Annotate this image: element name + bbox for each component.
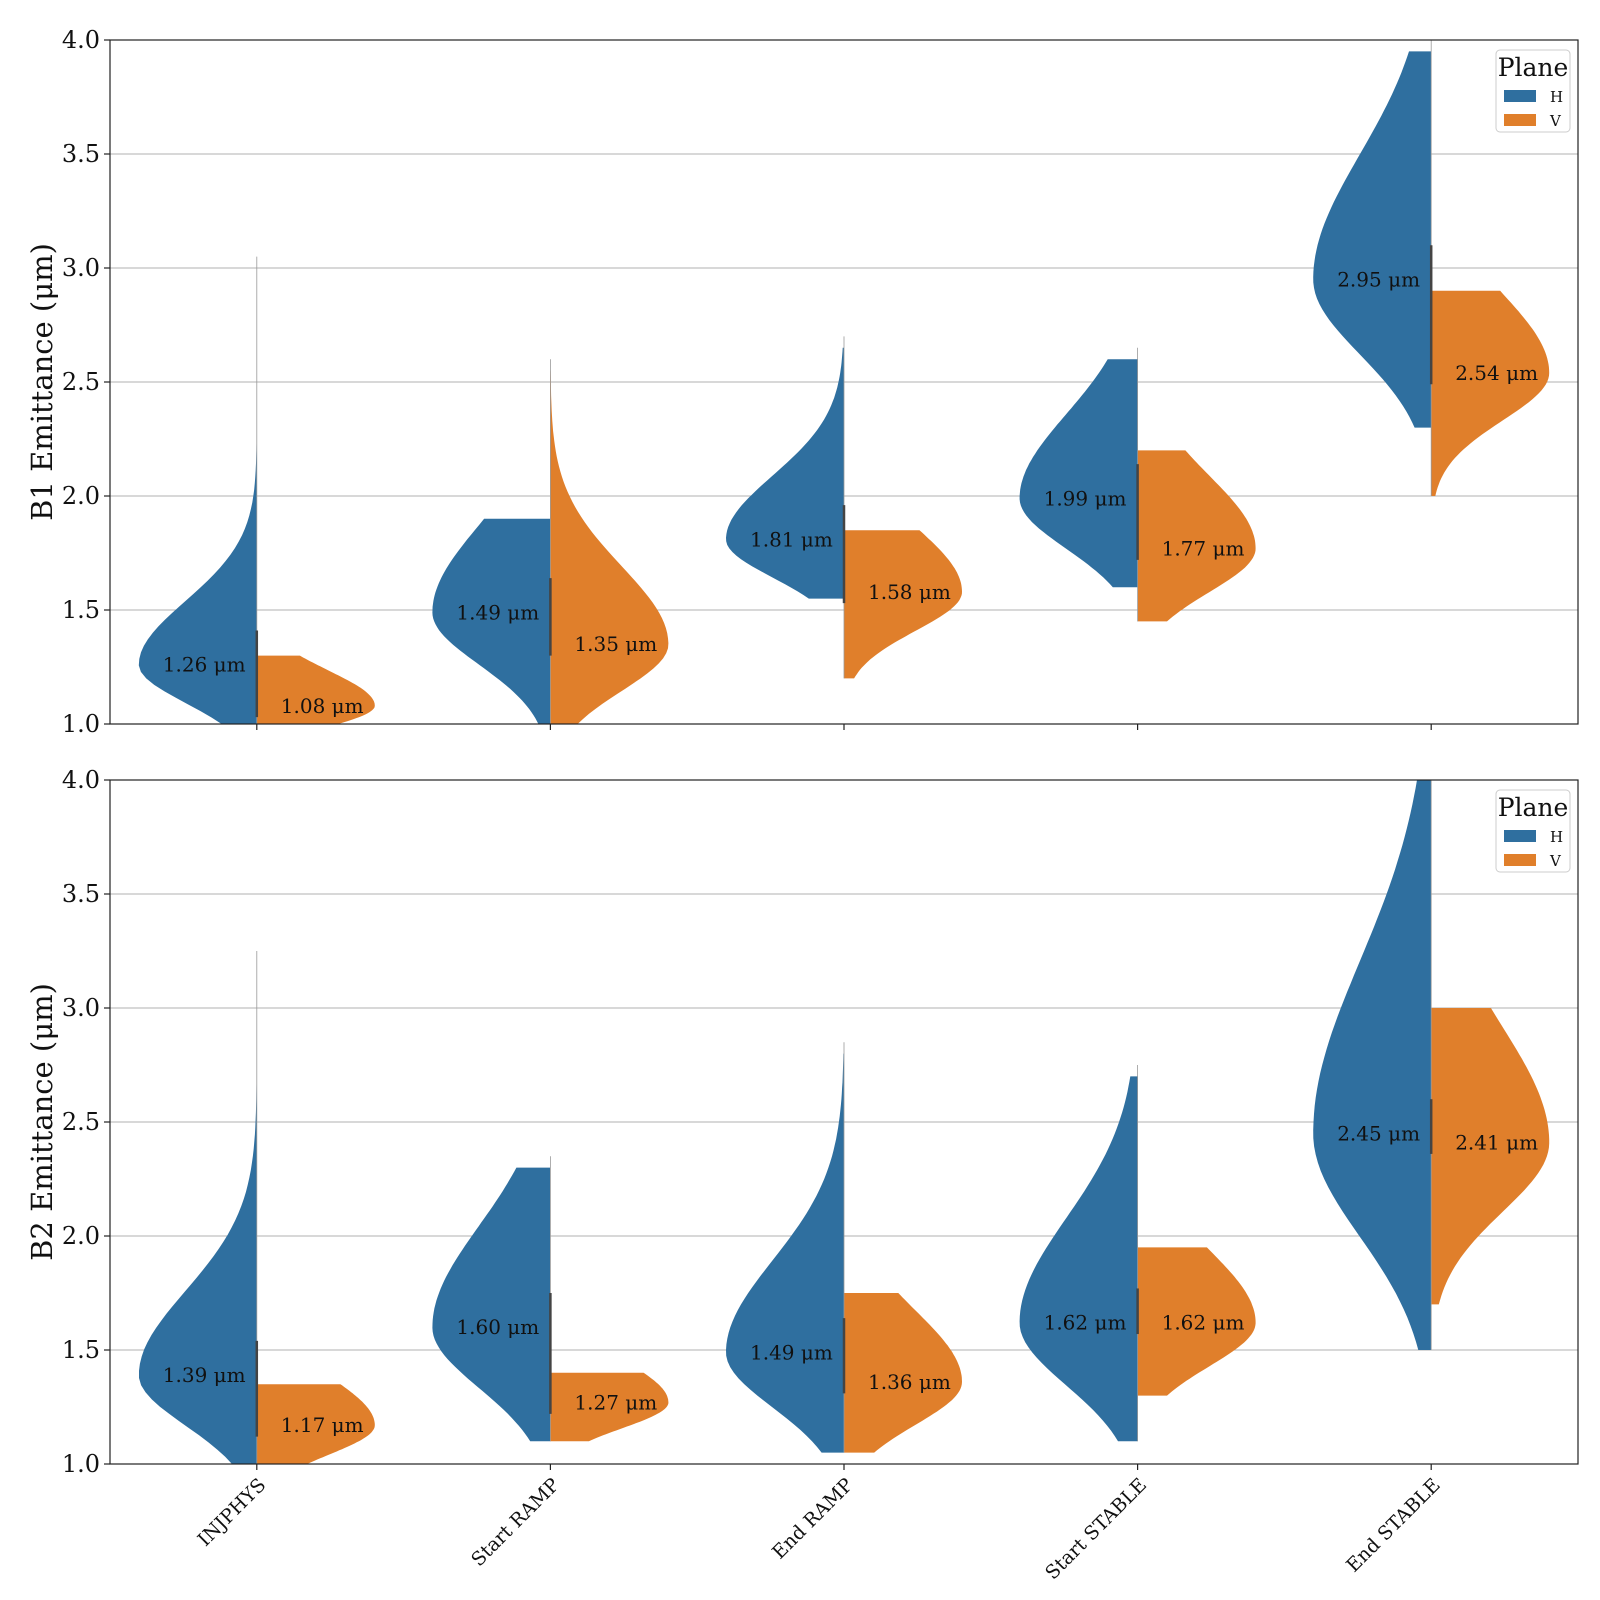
violin-h-3: [1019, 359, 1138, 588]
violin-v-1: [550, 1372, 669, 1442]
value-label-v-1: 1.35 μm: [574, 632, 657, 656]
y-tick-label: 2.0: [62, 1222, 100, 1250]
legend-swatch-h: [1504, 830, 1536, 842]
y-tick-label: 4.0: [62, 26, 100, 54]
violin-h-2: [726, 1053, 844, 1453]
legend-label-v: V: [1549, 112, 1562, 130]
panel-2: 1.0 1.5 2.0 2.5 3.0 3.5 4.0 1.39 μm 1.17 μm INJPH…: [25, 766, 1579, 1584]
value-label-v-4: 2.41 μm: [1455, 1131, 1538, 1155]
value-label-h-2: 1.81 μm: [750, 527, 833, 551]
x-tick-label: Start STABLE: [1041, 1474, 1151, 1584]
x-tick-label: End STABLE: [1342, 1474, 1445, 1577]
legend: Plane HV: [1495, 789, 1571, 873]
y-axis-label: B2 Emittance (μm): [25, 983, 59, 1261]
legend-label-h: H: [1550, 88, 1563, 106]
value-label-v-2: 1.58 μm: [868, 580, 951, 604]
y-axis-label: B1 Emittance (μm): [25, 243, 59, 521]
legend-label-v: V: [1549, 852, 1562, 870]
value-label-h-0: 1.26 μm: [163, 653, 246, 677]
violin-v-0: [256, 655, 375, 724]
violin-v-2: [844, 530, 962, 679]
x-tick-label: End RAMP: [768, 1474, 858, 1564]
x-tick-label: INJPHYS: [193, 1474, 270, 1551]
y-tick-label: 1.0: [62, 1450, 100, 1478]
violin-h-3: [1019, 1076, 1138, 1442]
value-label-v-0: 1.08 μm: [281, 694, 364, 718]
legend-title: Plane: [1498, 793, 1569, 822]
y-tick-label: 3.0: [62, 994, 100, 1022]
y-tick-label: 3.5: [62, 140, 100, 168]
violin-h-0: [139, 962, 257, 1464]
violin-h-4: [1313, 780, 1432, 1350]
legend-swatch-v: [1504, 854, 1536, 866]
y-tick-label: 1.5: [62, 596, 100, 624]
value-label-h-2: 1.49 μm: [750, 1340, 833, 1364]
value-label-h-4: 2.95 μm: [1337, 267, 1420, 291]
legend-label-h: H: [1550, 828, 1563, 846]
violin-v-4: [1431, 290, 1550, 496]
y-tick-label: 2.0: [62, 482, 100, 510]
value-label-v-3: 1.77 μm: [1162, 536, 1245, 560]
legend-swatch-v: [1504, 114, 1536, 126]
value-label-h-4: 2.45 μm: [1337, 1121, 1420, 1145]
y-tick-label: 3.5: [62, 880, 100, 908]
value-label-h-1: 1.49 μm: [456, 600, 539, 624]
violin-v-2: [844, 1293, 962, 1453]
y-tick-label: 4.0: [62, 766, 100, 794]
y-tick-label: 2.5: [62, 368, 100, 396]
axes-frame: [109, 779, 1579, 1465]
legend-swatch-h: [1504, 90, 1536, 102]
violin-h-0: [138, 268, 257, 724]
violin-v-3: [1137, 1247, 1256, 1396]
value-label-v-3: 1.62 μm: [1162, 1311, 1245, 1335]
y-tick-label: 1.0: [62, 710, 100, 738]
value-label-h-1: 1.60 μm: [456, 1315, 539, 1339]
value-label-v-0: 1.17 μm: [281, 1413, 364, 1437]
violin-v-1: [550, 370, 669, 724]
x-tick-label: Start RAMP: [467, 1474, 564, 1571]
panel-1: 1.0 1.5 2.0 2.5 3.0 3.5 4.0 1.26 μm 1.08 μm 1.49 …: [25, 26, 1579, 738]
value-label-h-3: 1.99 μm: [1044, 486, 1127, 510]
violin-v-0: [256, 1384, 375, 1464]
y-tick-label: 2.5: [62, 1108, 100, 1136]
value-label-h-0: 1.39 μm: [163, 1363, 246, 1387]
value-label-h-3: 1.62 μm: [1044, 1311, 1127, 1335]
violin-h-4: [1313, 51, 1432, 428]
value-label-v-2: 1.36 μm: [868, 1370, 951, 1394]
value-label-v-4: 2.54 μm: [1455, 361, 1538, 385]
y-tick-label: 1.5: [62, 1336, 100, 1364]
violin-v-4: [1431, 1008, 1550, 1305]
legend: Plane HV: [1495, 49, 1571, 133]
axes-frame: [109, 39, 1579, 725]
legend-title: Plane: [1498, 53, 1569, 82]
violin-v-3: [1137, 450, 1256, 622]
violin-h-2: [726, 347, 844, 599]
violin-h-1: [432, 1167, 551, 1442]
value-label-v-1: 1.27 μm: [574, 1390, 657, 1414]
violin-h-1: [432, 518, 551, 724]
y-tick-label: 3.0: [62, 254, 100, 282]
